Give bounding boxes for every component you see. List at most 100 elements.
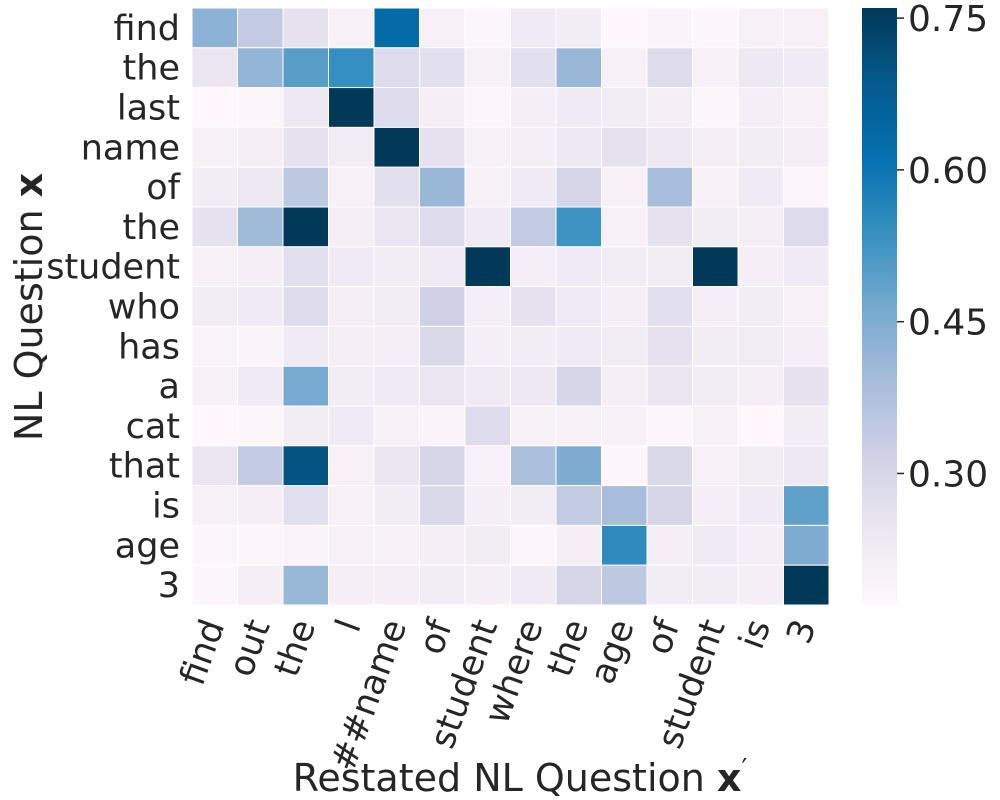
heatmap-cell	[601, 7, 648, 49]
row-tick-label: is	[152, 487, 180, 527]
heatmap-cell	[237, 87, 284, 128]
heatmap-cell	[601, 325, 648, 367]
heatmap-cell	[601, 365, 648, 407]
heatmap-cell	[237, 126, 284, 168]
heatmap-cell	[237, 246, 284, 288]
heatmap-cell	[464, 524, 511, 566]
heatmap-cell	[737, 126, 784, 168]
heatmap-cell	[373, 87, 420, 128]
heatmap-cell	[191, 365, 238, 407]
y-axis-label: NL Question x	[7, 173, 51, 441]
heatmap-cell	[510, 325, 557, 367]
heatmap-cell	[464, 325, 511, 367]
heatmap-cell	[737, 47, 784, 89]
x-axis-label: Restated NL Question x′	[293, 754, 748, 800]
heatmap-cell	[373, 564, 420, 606]
colorbar-gradient	[862, 8, 897, 605]
heatmap-cell	[419, 166, 466, 208]
heatmap-cell	[646, 325, 693, 367]
heatmap-cell	[783, 7, 830, 49]
heatmap-cell	[783, 564, 830, 606]
heatmap-cell	[237, 405, 284, 447]
heatmap-cell	[373, 206, 420, 248]
column-tick-label: ##name	[324, 614, 416, 776]
y-axis-label-bold: x	[7, 173, 51, 198]
row-tick-label: 3	[158, 566, 180, 606]
heatmap-cell	[282, 524, 329, 566]
heatmap-cell	[328, 445, 375, 487]
heatmap-cell	[237, 7, 284, 49]
colorbar	[862, 8, 897, 605]
heatmap-cell	[510, 405, 557, 447]
heatmap-cell	[646, 206, 693, 248]
heatmap-cell	[464, 564, 511, 606]
heatmap-cell	[555, 445, 602, 487]
heatmap-cell	[555, 524, 602, 566]
heatmap-cell	[646, 564, 693, 606]
heatmap-cell	[510, 524, 557, 566]
heatmap-cell	[373, 246, 420, 288]
heatmap-cell	[328, 166, 375, 208]
row-tick-label: has	[118, 327, 180, 367]
heatmap-cell	[646, 286, 693, 327]
column-tick-label: the	[267, 614, 324, 682]
heatmap-cell	[464, 246, 511, 288]
heatmap-cell	[737, 206, 784, 248]
heatmap-cell	[282, 87, 329, 128]
heatmap-cell	[555, 87, 602, 128]
heatmap-cell	[282, 405, 329, 447]
heatmap-cell	[601, 246, 648, 288]
row-tick-label: of	[146, 168, 180, 208]
heatmap-cell	[191, 47, 238, 89]
heatmap-cell	[601, 405, 648, 447]
heatmap-cell	[282, 166, 329, 208]
heatmap-cell	[237, 365, 284, 407]
heatmap-cell	[419, 485, 466, 526]
heatmap-cell	[237, 206, 284, 248]
heatmap-cell	[555, 564, 602, 606]
heatmap-cell	[373, 405, 420, 447]
heatmap-cell	[692, 7, 739, 49]
heatmap-cell	[191, 286, 238, 327]
heatmap-cell	[191, 246, 238, 288]
heatmap-cell	[237, 47, 284, 89]
heatmap-cell	[191, 126, 238, 168]
row-tick-label: age	[115, 526, 180, 566]
heatmap-cell	[328, 206, 375, 248]
heatmap-cell	[692, 166, 739, 208]
heatmap-cell	[692, 126, 739, 168]
heatmap-cell	[783, 47, 830, 89]
heatmap-cell	[783, 206, 830, 248]
heatmap-cell	[737, 405, 784, 447]
heatmap-cell	[737, 325, 784, 367]
heatmap-cell	[282, 246, 329, 288]
heatmap-cell	[464, 87, 511, 128]
heatmap-cell	[737, 564, 784, 606]
heatmap-cell	[555, 47, 602, 89]
heatmap-cell	[464, 445, 511, 487]
row-tick-label: the	[123, 49, 180, 89]
heatmap-cell	[783, 325, 830, 367]
heatmap-cell	[555, 126, 602, 168]
column-tick-label: 3	[779, 614, 824, 649]
heatmap-cell	[282, 47, 329, 89]
row-tick-label: a	[159, 367, 180, 407]
heatmap-cell	[692, 564, 739, 606]
heatmap-cell	[510, 365, 557, 407]
heatmap-cell	[464, 485, 511, 526]
heatmap-cell	[692, 47, 739, 89]
row-tick-label: last	[117, 89, 180, 129]
heatmap-cell	[419, 365, 466, 407]
heatmap-cell	[555, 166, 602, 208]
heatmap-cell	[464, 206, 511, 248]
heatmap-cell	[419, 325, 466, 367]
heatmap-cell	[328, 405, 375, 447]
row-tick-label: cat	[126, 407, 180, 447]
heatmap-cell	[191, 445, 238, 487]
heatmap-cell	[419, 47, 466, 89]
heatmap-cell	[419, 7, 466, 49]
heatmap-cell	[419, 286, 466, 327]
column-tick-label: out	[222, 614, 279, 682]
heatmap-cell	[510, 47, 557, 89]
